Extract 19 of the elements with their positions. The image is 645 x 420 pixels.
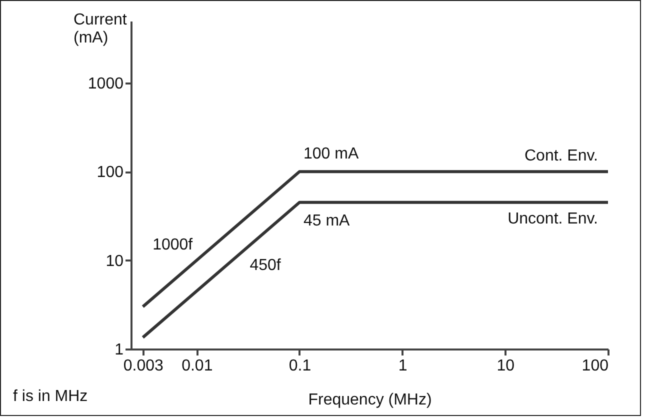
series-label: Uncont. Env. <box>508 210 598 228</box>
y-tick-label: 1 <box>114 342 124 358</box>
y-axis-title: Current (mA) <box>74 12 128 46</box>
series-label: Cont. Env. <box>524 148 598 165</box>
x-tick-label: 100 <box>582 358 609 374</box>
annotation: 45 mA <box>303 212 350 230</box>
x-tick-label: 0.1 <box>288 358 312 374</box>
x-tick-label: 0.003 <box>123 358 164 374</box>
annotation: 1000f <box>152 236 194 254</box>
annotation: 450f <box>250 256 282 274</box>
y-tick-label: 10 <box>106 252 124 270</box>
annotation: 100 mA <box>303 146 359 163</box>
x-tick-label: 0.01 <box>182 358 213 374</box>
text: f is in MHz <box>13 388 88 405</box>
x-tick-label: 10 <box>496 358 515 374</box>
y-tick-label: 1000 <box>88 75 124 92</box>
y-tick-label: 100 <box>96 164 124 182</box>
x-tick-label: 1 <box>398 358 408 374</box>
x-axis-title: Frequency (MHz) <box>308 392 432 408</box>
